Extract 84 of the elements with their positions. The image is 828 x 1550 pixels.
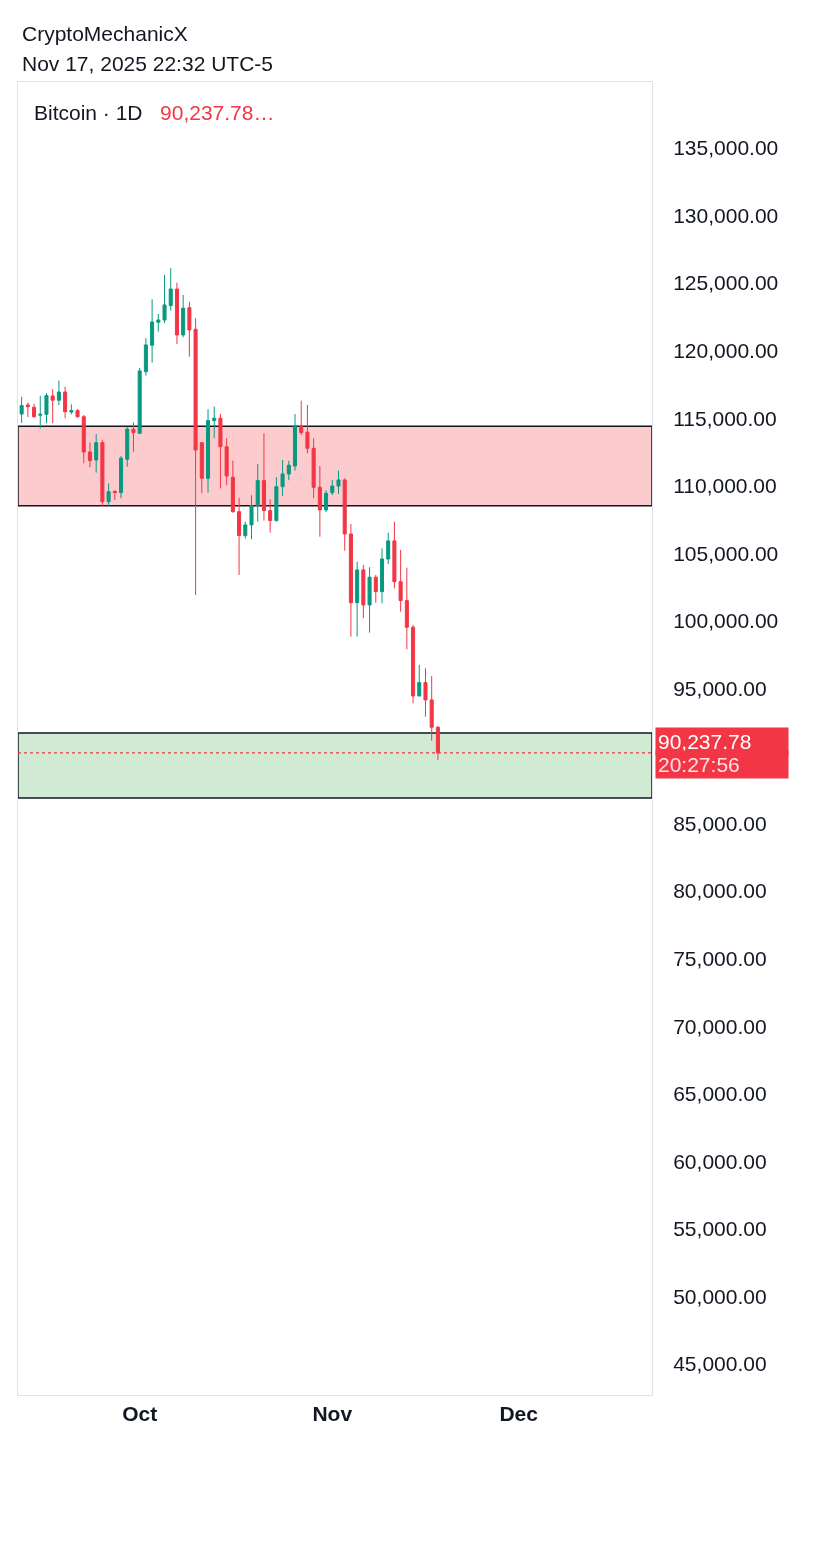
candlestick (361, 564, 366, 619)
y-tick-label: 115,000.00 (673, 406, 777, 430)
candlestick (119, 455, 124, 499)
text: 90,237.78… (160, 101, 275, 125)
candlestick (56, 380, 61, 406)
candlestick (373, 574, 378, 604)
y-tick-label: 135,000.00 (673, 136, 779, 160)
candlestick (268, 498, 273, 534)
candlestick (181, 294, 186, 338)
y-tick-label: 70,000.00 (673, 1014, 767, 1038)
candlestick (87, 442, 92, 468)
x-tick-label: Oct (122, 1402, 158, 1426)
y-tick-label: 75,000.00 (673, 947, 767, 971)
candlestick (131, 422, 136, 453)
y-tick-label: 100,000.00 (673, 609, 779, 633)
candlestick (44, 392, 49, 424)
y-tick-label: 85,000.00 (673, 811, 767, 835)
candlestick (206, 408, 211, 494)
candlestick (429, 675, 434, 742)
candlestick (255, 463, 260, 523)
candlestick (367, 566, 372, 634)
candlestick (243, 521, 248, 540)
candlestick (342, 477, 347, 552)
candlestick (125, 426, 130, 468)
candlestick (386, 532, 391, 565)
text: Nov 17, 2025 22:32 UTC-5 (22, 52, 273, 75)
candlestick (261, 432, 266, 522)
y-tick-label: 65,000.00 (673, 1082, 767, 1106)
candlestick (336, 470, 341, 495)
candlestick (174, 282, 179, 345)
candlestick (25, 402, 30, 418)
candlestick (286, 460, 291, 481)
text: Bitcoin · 1D (34, 101, 143, 125)
candlestick (379, 547, 385, 604)
candlestick (63, 386, 68, 419)
candlestick (106, 482, 111, 507)
candlestick (19, 396, 24, 424)
candlestick (137, 367, 142, 434)
y-tick-label: 110,000.00 (673, 474, 777, 498)
y-tick-label: 120,000.00 (673, 338, 779, 362)
candlestick (112, 490, 117, 501)
candlestick (230, 460, 235, 514)
x-tick-label: Nov (312, 1402, 353, 1426)
candlestick (212, 406, 217, 439)
text: 20:27:56 (658, 753, 740, 776)
y-tick-label: 50,000.00 (673, 1284, 767, 1308)
candlestick (292, 413, 298, 472)
candlestick (324, 489, 329, 513)
text: CryptoMechanicX (22, 22, 188, 45)
y-tick-label: 60,000.00 (673, 1149, 767, 1173)
candlestick (249, 494, 254, 540)
candlestick (156, 313, 161, 333)
candlestick (355, 561, 360, 638)
y-tick-label: 55,000.00 (673, 1217, 767, 1241)
candlestick (69, 403, 74, 415)
candlestick (423, 667, 428, 718)
y-tick-label: 45,000.00 (673, 1352, 767, 1376)
candlestick (299, 400, 304, 436)
candlestick (317, 465, 322, 538)
y-tick-label: 125,000.00 (673, 271, 779, 295)
y-tick-label: 95,000.00 (673, 676, 767, 700)
candlestick (38, 395, 43, 429)
candlestick (81, 414, 86, 464)
x-tick-label: Dec (499, 1402, 539, 1426)
y-tick-label: 105,000.00 (673, 541, 779, 565)
y-tick-label: 130,000.00 (673, 203, 779, 227)
candlestick (417, 664, 422, 697)
y-tick-label: 80,000.00 (673, 879, 767, 903)
candlestick (237, 497, 242, 576)
candlestick (94, 433, 99, 474)
candlestick (348, 523, 353, 638)
candlestick (143, 337, 148, 377)
candlestick (162, 274, 167, 324)
candlestick (168, 267, 173, 312)
candlestick (50, 388, 55, 424)
candlestick (32, 403, 37, 419)
candlestick (150, 298, 155, 364)
candlestick (404, 567, 409, 650)
ref-line-label: 90,237.78 (658, 730, 752, 753)
candlestick (411, 624, 416, 704)
candlestick (75, 410, 80, 419)
candlestick (330, 479, 335, 496)
candlestick (100, 439, 105, 507)
candlestick (199, 442, 204, 494)
